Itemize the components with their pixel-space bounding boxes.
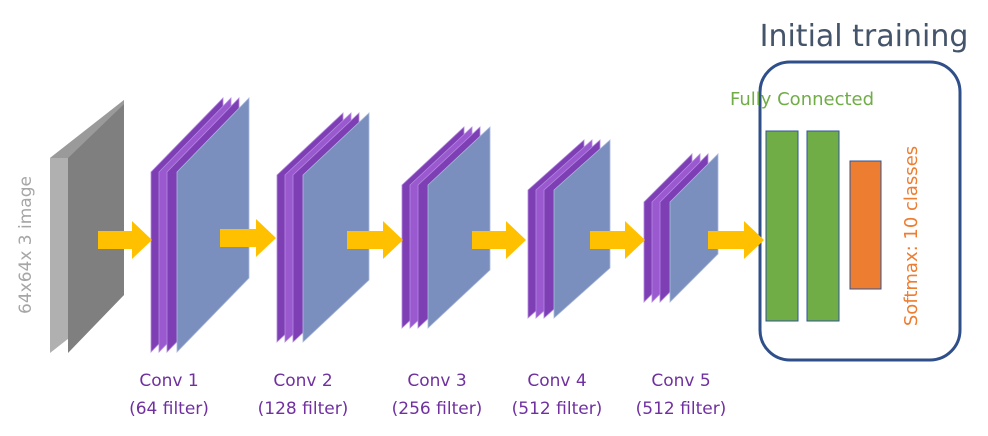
flow-arrow-4: [472, 221, 526, 259]
input-image-top: [50, 100, 124, 158]
input-image-block: [50, 100, 124, 353]
flow-arrow-2: [220, 219, 276, 257]
conv4-front-face: [553, 139, 611, 319]
flow-arrow-1: [98, 221, 152, 259]
fully-connected-label: Fully Connected: [730, 89, 874, 110]
conv2-front-face: [302, 112, 370, 343]
conv5-name: Conv 5: [651, 371, 710, 391]
conv1-filters: (64 filter): [129, 399, 209, 419]
conv4-stack: [527, 139, 611, 319]
conv4-filters: (512 filter): [512, 399, 603, 419]
conv3-name: Conv 3: [407, 371, 466, 391]
softmax-label: Softmax: 10 classes: [901, 146, 922, 326]
conv5-front-face: [669, 153, 719, 303]
conv1-front-face: [176, 97, 250, 353]
softmax-layer: [849, 160, 882, 290]
conv5-filters: (512 filter): [636, 399, 727, 419]
flow-arrow-6: [708, 221, 764, 259]
conv3-front-face: [427, 126, 491, 329]
diagram-title: Initial training: [760, 19, 969, 54]
initial-training-frame: [758, 60, 962, 362]
flow-arrow-5: [590, 221, 645, 259]
conv3-stack: [401, 126, 491, 329]
conv2-filters: (128 filter): [258, 399, 349, 419]
flow-arrow-3: [347, 221, 403, 259]
conv3-filters: (256 filter): [392, 399, 483, 419]
flow-arrows: [98, 219, 764, 259]
conv-layers: [150, 97, 719, 353]
conv2-name: Conv 2: [273, 371, 332, 391]
fc-layer-1: [765, 130, 799, 322]
conv1-name: Conv 1: [139, 371, 198, 391]
input-image-label: 64x64x 3 image: [16, 176, 36, 314]
conv1-stack: [150, 97, 250, 353]
conv4-name: Conv 4: [527, 371, 586, 391]
conv2-stack: [276, 112, 370, 343]
conv5-stack: [643, 153, 719, 303]
fc-layer-2: [806, 130, 840, 322]
input-image-front: [68, 104, 124, 353]
